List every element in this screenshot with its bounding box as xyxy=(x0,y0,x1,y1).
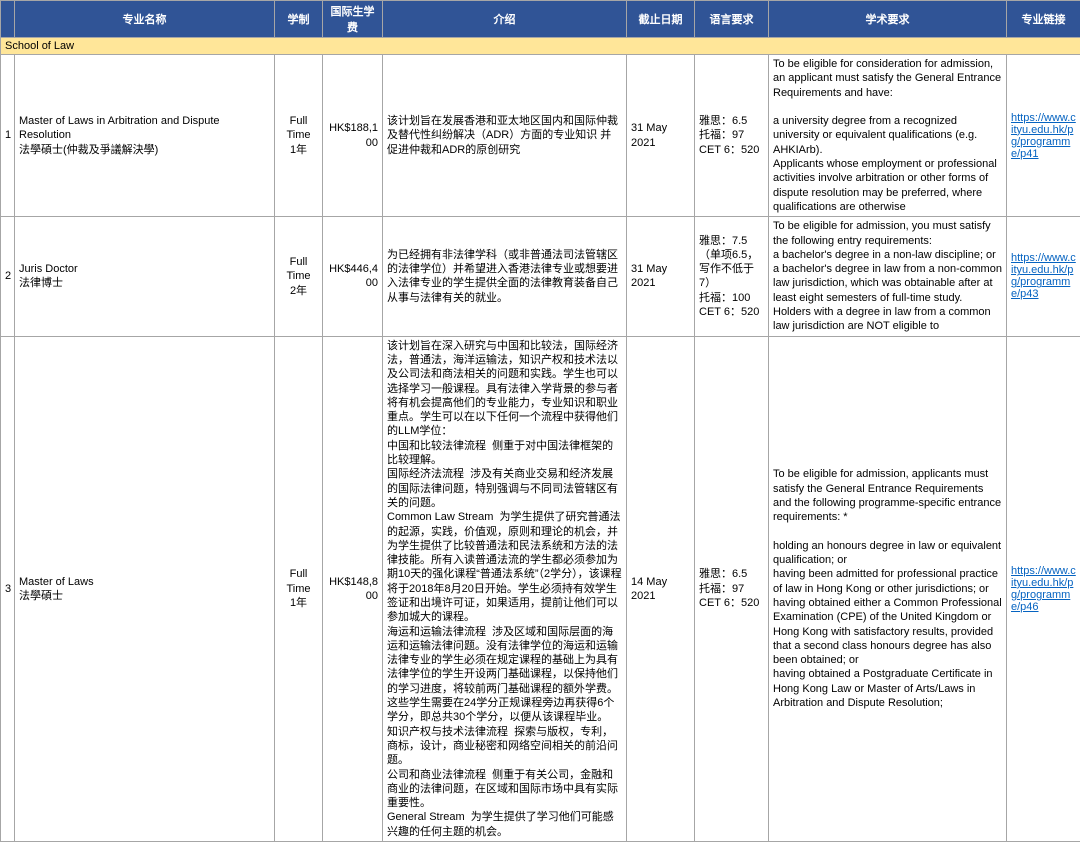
language-req: 雅思：7.5（单项6.5，写作不低于7） 托福：100 CET 6：520 xyxy=(695,217,769,336)
link-cell: https://www.cityu.edu.hk/pg/programme/p4… xyxy=(1007,336,1080,841)
header-duration: 学制 xyxy=(275,1,323,38)
academic-req-text: To be eligible for admission, applicants… xyxy=(773,467,1002,710)
deadline-text: 14 May 2021 xyxy=(631,575,690,604)
table-body: School of Law 1 Master of Laws in Arbitra… xyxy=(1,38,1080,842)
fee: HK$188,100 xyxy=(323,55,383,217)
row-number-text: 1 xyxy=(5,128,10,142)
header-lang: 语言要求 xyxy=(695,1,769,38)
duration-text: Full Time 1年 xyxy=(279,567,318,610)
duration: Full Time 1年 xyxy=(275,55,323,217)
duration: Full Time 2年 xyxy=(275,217,323,336)
program-name: Master of Laws in Arbitration and Disput… xyxy=(15,55,275,217)
academic-req: To be eligible for consideration for adm… xyxy=(769,55,1007,217)
header-acad: 学术要求 xyxy=(769,1,1007,38)
intro: 该计划旨在深入研究与中国和比较法，国际经济法，普通法，海洋运输法，知识产权和技术… xyxy=(383,336,627,841)
academic-req-text: To be eligible for admission, you must s… xyxy=(773,219,1002,333)
program-name: Master of Laws 法學碩士 xyxy=(15,336,275,841)
deadline: 31 May 2021 xyxy=(627,55,695,217)
intro-text: 该计划旨在发展香港和亚太地区国内和国际仲裁及替代性纠纷解决（ADR）方面的专业知… xyxy=(387,114,622,157)
duration-text: Full Time 2年 xyxy=(279,255,318,298)
language-req-text: 雅思：7.5（单项6.5，写作不低于7） 托福：100 CET 6：520 xyxy=(699,234,764,320)
deadline-text: 31 May 2021 xyxy=(631,262,690,291)
row-number: 1 xyxy=(1,55,15,217)
duration-text: Full Time 1年 xyxy=(279,114,318,157)
table-row: 2 Juris Doctor 法律博士 Full Time 2年 HK$446,400… xyxy=(1,217,1080,336)
language-req-text: 雅思：6.5 托福：97 CET 6：520 xyxy=(699,567,764,610)
section-row: School of Law xyxy=(1,38,1080,55)
language-req-text: 雅思：6.5 托福：97 CET 6：520 xyxy=(699,114,764,157)
deadline-text: 31 May 2021 xyxy=(631,121,690,150)
header-deadline: 截止日期 xyxy=(627,1,695,38)
section-title: School of Law xyxy=(1,38,1080,55)
deadline: 31 May 2021 xyxy=(627,217,695,336)
header-intro: 介绍 xyxy=(383,1,627,38)
academic-req: To be eligible for admission, applicants… xyxy=(769,336,1007,841)
program-link[interactable]: https://www.cityu.edu.hk/pg/programme/p4… xyxy=(1011,252,1076,300)
row-number-text: 3 xyxy=(5,582,10,596)
header-row: 专业名称 学制 国际生学费 介绍 截止日期 语言要求 学术要求 专业链接 xyxy=(1,1,1080,38)
academic-req: To be eligible for admission, you must s… xyxy=(769,217,1007,336)
link-cell: https://www.cityu.edu.hk/pg/programme/p4… xyxy=(1007,55,1080,217)
intro-text: 为已经拥有非法律学科（或非普通法司法管辖区的法律学位）并希望进入香港法律专业或想… xyxy=(387,248,622,305)
header-fee: 国际生学费 xyxy=(323,1,383,38)
language-req: 雅思：6.5 托福：97 CET 6：520 xyxy=(695,55,769,217)
row-number: 3 xyxy=(1,336,15,841)
program-name-text: Juris Doctor 法律博士 xyxy=(19,262,270,291)
program-name-text: Master of Laws in Arbitration and Disput… xyxy=(19,114,270,157)
link-cell: https://www.cityu.edu.hk/pg/programme/p4… xyxy=(1007,217,1080,336)
program-name: Juris Doctor 法律博士 xyxy=(15,217,275,336)
program-link[interactable]: https://www.cityu.edu.hk/pg/programme/p4… xyxy=(1011,565,1076,613)
program-name-text: Master of Laws 法學碩士 xyxy=(19,575,270,604)
header-name: 专业名称 xyxy=(15,1,275,38)
program-link[interactable]: https://www.cityu.edu.hk/pg/programme/p4… xyxy=(1011,112,1076,160)
row-number: 2 xyxy=(1,217,15,336)
fee-text: HK$188,100 xyxy=(327,121,378,150)
header-blank xyxy=(1,1,15,38)
intro: 该计划旨在发展香港和亚太地区国内和国际仲裁及替代性纠纷解决（ADR）方面的专业知… xyxy=(383,55,627,217)
fee-text: HK$148,800 xyxy=(327,575,378,604)
fee: HK$446,400 xyxy=(323,217,383,336)
intro-text: 该计划旨在深入研究与中国和比较法，国际经济法，普通法，海洋运输法，知识产权和技术… xyxy=(387,339,622,839)
program-table: 专业名称 学制 国际生学费 介绍 截止日期 语言要求 学术要求 专业链接 Sch… xyxy=(0,0,1080,842)
fee: HK$148,800 xyxy=(323,336,383,841)
table-row: 1 Master of Laws in Arbitration and Dispu… xyxy=(1,55,1080,217)
deadline: 14 May 2021 xyxy=(627,336,695,841)
row-number-text: 2 xyxy=(5,269,10,283)
academic-req-text: To be eligible for consideration for adm… xyxy=(773,57,1002,214)
table-row: 3 Master of Laws 法學碩士 Full Time 1年 HK$148,8… xyxy=(1,336,1080,841)
duration: Full Time 1年 xyxy=(275,336,323,841)
intro: 为已经拥有非法律学科（或非普通法司法管辖区的法律学位）并希望进入香港法律专业或想… xyxy=(383,217,627,336)
fee-text: HK$446,400 xyxy=(327,262,378,291)
header-link: 专业链接 xyxy=(1007,1,1080,38)
language-req: 雅思：6.5 托福：97 CET 6：520 xyxy=(695,336,769,841)
